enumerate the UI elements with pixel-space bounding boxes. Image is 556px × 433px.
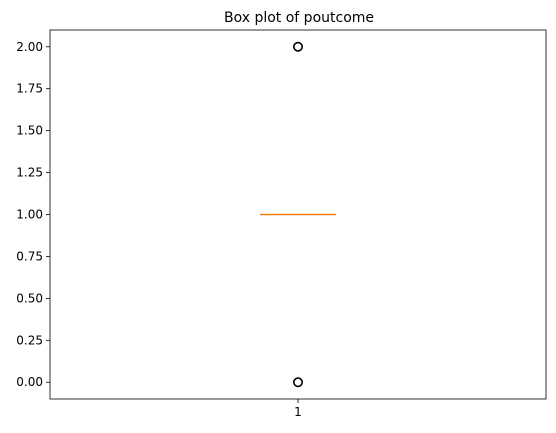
boxes-group (260, 41, 336, 388)
y-tick-label: 2.00 (16, 40, 43, 54)
y-tick-label: 1.25 (16, 166, 43, 180)
y-tick-label: 0.25 (16, 333, 43, 347)
box-1 (260, 41, 336, 388)
chart-title: Box plot of poutcome (224, 10, 374, 26)
outlier-point (292, 377, 303, 388)
y-tick-label: 1.00 (16, 208, 43, 222)
outlier-point (292, 41, 303, 52)
x-axis: 1 (294, 399, 302, 419)
y-tick-label: 1.75 (16, 82, 43, 96)
y-tick-label: 0.50 (16, 291, 43, 305)
y-tick-label: 0.75 (16, 249, 43, 263)
y-axis: 0.00 0.25 0.50 0.75 1.00 1.25 1.50 1.75 2.00 (16, 40, 50, 389)
x-tick-label: 1 (294, 405, 302, 419)
y-tick-label: 0.00 (16, 375, 43, 389)
y-tick-label: 1.50 (16, 124, 43, 138)
